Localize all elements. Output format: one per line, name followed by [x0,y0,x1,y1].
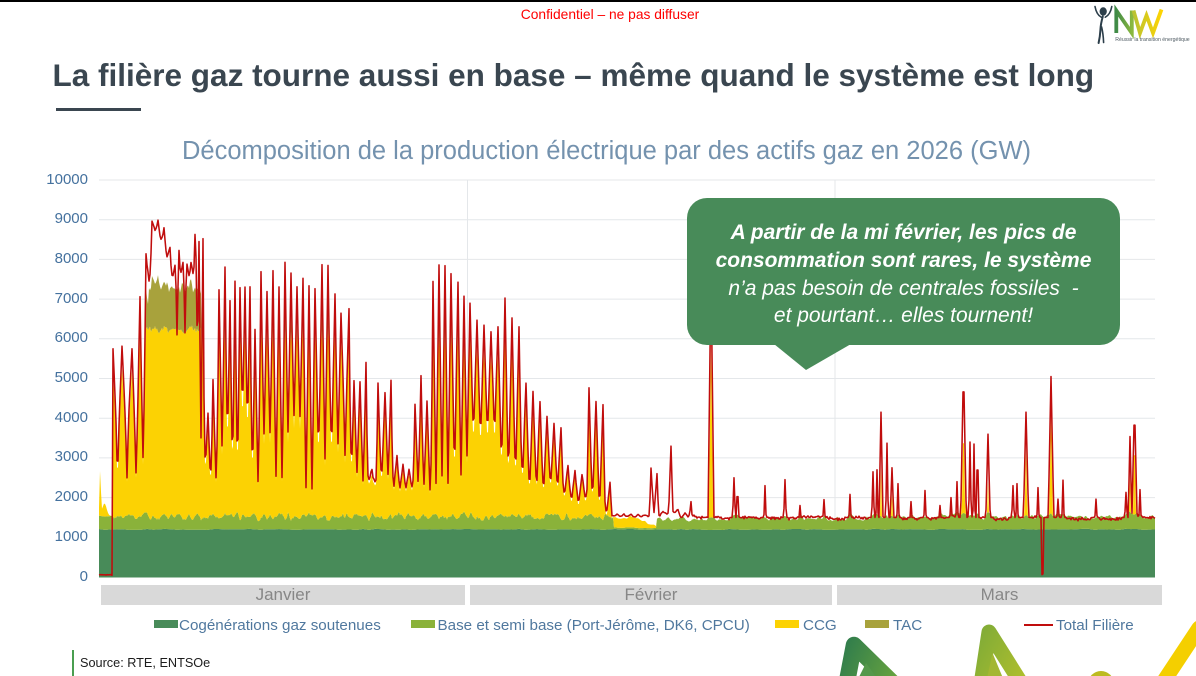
svg-text:Réussir la transition énergéti: Réussir la transition énergétique [1115,37,1190,43]
